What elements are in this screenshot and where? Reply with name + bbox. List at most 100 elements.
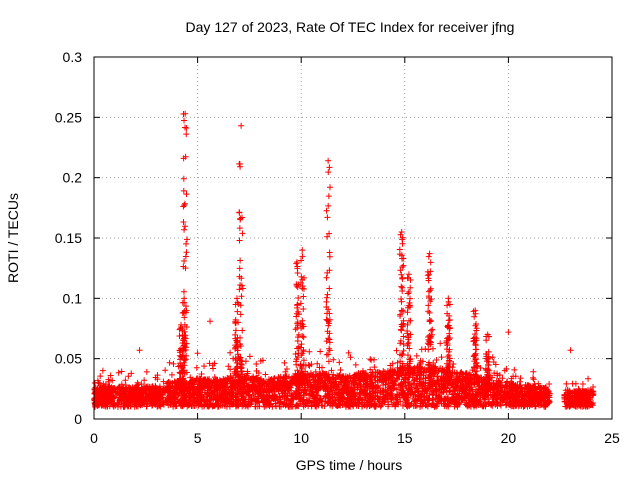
data-point bbox=[398, 228, 405, 235]
data-point bbox=[398, 307, 405, 314]
data-point bbox=[477, 365, 484, 372]
data-point bbox=[300, 293, 307, 300]
x-axis-label: GPS time / hours bbox=[296, 457, 403, 473]
data-point bbox=[330, 356, 337, 363]
data-point bbox=[400, 308, 407, 315]
data-point bbox=[300, 305, 307, 312]
data-point bbox=[246, 353, 253, 360]
data-point bbox=[370, 356, 377, 363]
data-point bbox=[325, 193, 332, 200]
data-point bbox=[546, 380, 553, 387]
data-point bbox=[336, 359, 343, 366]
data-point bbox=[239, 230, 246, 237]
y-tick-label: 0.1 bbox=[63, 290, 83, 306]
data-point bbox=[325, 169, 332, 176]
data-point bbox=[234, 308, 241, 315]
data-point bbox=[399, 274, 406, 281]
data-point bbox=[446, 301, 453, 308]
data-point bbox=[107, 372, 114, 379]
data-point bbox=[324, 214, 331, 221]
data-point bbox=[407, 284, 414, 291]
data-point bbox=[472, 331, 479, 338]
data-point bbox=[367, 356, 374, 363]
data-point bbox=[585, 375, 592, 382]
data-point bbox=[236, 160, 243, 167]
data-point bbox=[407, 317, 414, 324]
data-point bbox=[337, 366, 344, 373]
data-point bbox=[183, 131, 190, 138]
data-point bbox=[530, 376, 537, 383]
data-point bbox=[352, 361, 359, 368]
data-point bbox=[399, 351, 406, 358]
data-point bbox=[405, 339, 412, 346]
data-point bbox=[193, 364, 200, 371]
data-point bbox=[326, 164, 333, 171]
data-point bbox=[563, 380, 570, 387]
data-point bbox=[236, 209, 243, 216]
data-point bbox=[473, 346, 480, 353]
data-point bbox=[299, 333, 306, 340]
data-point bbox=[183, 191, 190, 198]
data-point bbox=[227, 349, 234, 356]
data-point bbox=[444, 302, 451, 309]
data-point bbox=[323, 298, 330, 305]
x-tick-label: 10 bbox=[293, 430, 309, 446]
data-point bbox=[567, 347, 574, 354]
data-point bbox=[182, 124, 189, 131]
data-point bbox=[405, 290, 412, 297]
data-point bbox=[141, 377, 148, 384]
data-point bbox=[405, 289, 412, 296]
data-point bbox=[238, 122, 245, 129]
data-point bbox=[437, 340, 444, 347]
data-point bbox=[413, 352, 420, 359]
data-point bbox=[299, 317, 306, 324]
data-point bbox=[325, 157, 332, 164]
data-point bbox=[262, 371, 269, 378]
data-point bbox=[166, 359, 173, 366]
data-point bbox=[445, 295, 452, 302]
data-point bbox=[181, 202, 188, 209]
data-point bbox=[236, 225, 243, 232]
data-point bbox=[181, 226, 188, 233]
data-point bbox=[298, 341, 305, 348]
data-point bbox=[446, 316, 453, 323]
y-tick-label: 0.3 bbox=[63, 49, 83, 65]
data-point bbox=[181, 200, 188, 207]
data-point bbox=[438, 354, 445, 361]
data-point bbox=[183, 249, 190, 256]
data-point bbox=[407, 295, 414, 302]
x-tick-label: 15 bbox=[397, 430, 413, 446]
data-point bbox=[398, 298, 405, 305]
data-point bbox=[180, 288, 187, 295]
data-point bbox=[326, 184, 333, 191]
data-point bbox=[317, 348, 324, 355]
data-point bbox=[405, 271, 412, 278]
data-point bbox=[295, 295, 302, 302]
data-point bbox=[511, 366, 518, 373]
data-point bbox=[371, 364, 378, 371]
data-point bbox=[426, 318, 433, 325]
data-point bbox=[298, 273, 305, 280]
data-point bbox=[207, 318, 214, 325]
data-point bbox=[201, 363, 208, 370]
data-point bbox=[115, 369, 122, 376]
data-point bbox=[325, 358, 332, 365]
data-point bbox=[297, 361, 304, 368]
data-point bbox=[183, 240, 190, 247]
y-tick-label: 0.05 bbox=[55, 351, 82, 367]
y-axis-label: ROTI / TECUs bbox=[5, 193, 21, 283]
data-point bbox=[281, 359, 288, 366]
x-tick-label: 0 bbox=[90, 430, 98, 446]
data-points bbox=[91, 110, 597, 410]
data-point bbox=[180, 175, 187, 182]
data-point bbox=[326, 339, 333, 346]
data-point bbox=[324, 291, 331, 298]
data-point bbox=[236, 237, 243, 244]
data-point bbox=[136, 347, 143, 354]
data-point bbox=[162, 367, 169, 374]
data-point bbox=[118, 368, 125, 375]
data-point bbox=[239, 285, 246, 292]
data-point bbox=[400, 255, 407, 262]
data-point bbox=[433, 356, 440, 363]
data-point bbox=[427, 259, 434, 266]
